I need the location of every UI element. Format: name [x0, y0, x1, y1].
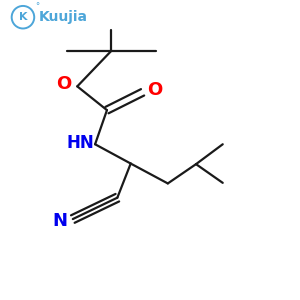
Text: HN: HN — [67, 134, 95, 152]
Text: K: K — [19, 12, 27, 22]
Text: N: N — [53, 212, 68, 230]
Text: Kuujia: Kuujia — [39, 10, 88, 24]
Text: °: ° — [35, 3, 39, 12]
Text: O: O — [147, 81, 163, 99]
Text: O: O — [56, 75, 71, 93]
